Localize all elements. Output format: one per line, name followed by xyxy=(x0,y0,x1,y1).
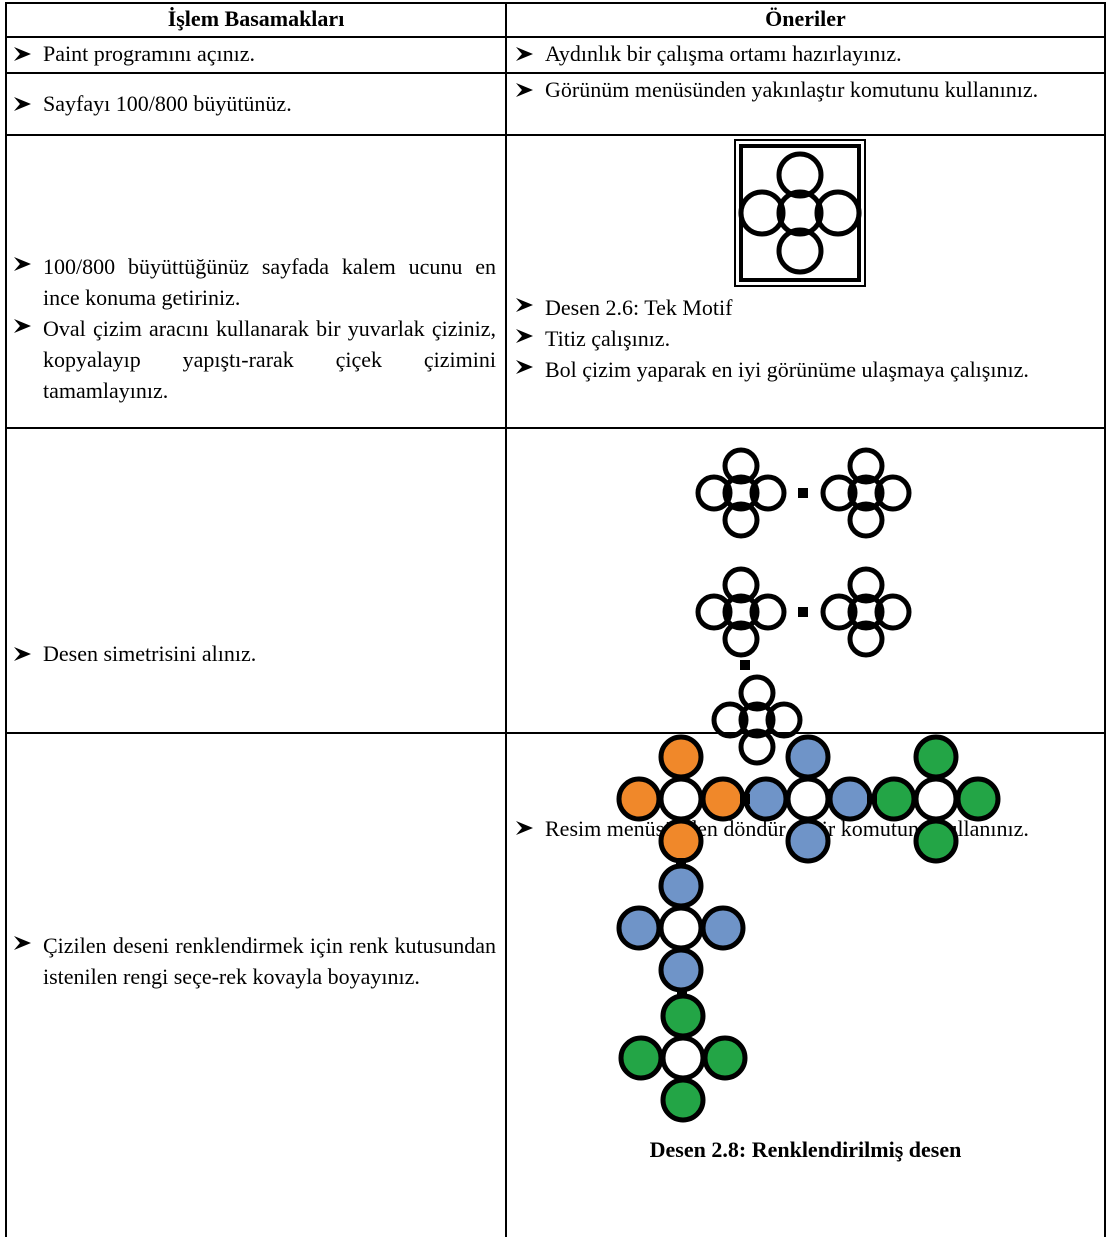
suggestion: Desen 2.6: Tek Motif xyxy=(514,292,1094,323)
petal xyxy=(702,1035,748,1081)
petal xyxy=(765,701,803,739)
petal xyxy=(913,818,959,864)
petal xyxy=(658,734,704,780)
petal xyxy=(722,501,760,539)
petal xyxy=(618,1035,664,1081)
petal xyxy=(913,776,959,822)
cell: Desen simetrisini alınız. xyxy=(12,641,492,667)
petal xyxy=(658,818,704,864)
petal xyxy=(616,905,662,951)
cell: Sayfayı 100/800 büyütünüz. xyxy=(12,91,492,117)
petal xyxy=(776,227,824,275)
border xyxy=(5,2,1106,4)
petal xyxy=(616,776,662,822)
petal xyxy=(827,776,873,822)
petal xyxy=(695,593,733,631)
petal xyxy=(658,863,704,909)
step: Desen simetrisini alınız. xyxy=(12,641,492,667)
step: Oval çizim aracını kullanarak bir yuvarl… xyxy=(12,313,496,406)
figure-frame xyxy=(739,144,861,282)
border xyxy=(5,134,1106,136)
petal xyxy=(820,593,858,631)
suggestion: Titiz çalışınız. xyxy=(514,323,1094,354)
cell: Çizilen deseni renklendirmek için renk k… xyxy=(12,930,496,992)
petal xyxy=(658,947,704,993)
joint xyxy=(740,794,750,804)
cell: Desen 2.6: Tek Motif Titiz çalışınız. Bo… xyxy=(514,292,1094,385)
figure-frame xyxy=(734,139,866,287)
joint xyxy=(798,488,808,498)
figure-caption: Desen 2.8: Renklendirilmiş desen xyxy=(649,1137,962,1162)
petal xyxy=(847,501,885,539)
petal xyxy=(695,474,733,512)
petal xyxy=(847,474,885,512)
border xyxy=(5,427,1106,429)
petal xyxy=(738,674,776,712)
petal xyxy=(776,189,824,237)
petal xyxy=(749,474,787,512)
petal xyxy=(785,818,831,864)
petal xyxy=(711,701,749,739)
petal xyxy=(722,593,760,631)
border xyxy=(5,732,1106,734)
petal xyxy=(660,1077,706,1123)
joint xyxy=(867,794,877,804)
petal xyxy=(785,776,831,822)
petal xyxy=(700,776,746,822)
petal xyxy=(743,776,789,822)
cell: Görünüm menüsünden yakınlaştır komutunu … xyxy=(514,77,1094,103)
border xyxy=(5,72,1106,74)
petal xyxy=(820,474,858,512)
header: Öneriler xyxy=(765,6,846,31)
petal xyxy=(722,566,760,604)
petal xyxy=(660,1035,706,1081)
petal xyxy=(660,993,706,1039)
step: Paint programını açınız. xyxy=(12,41,492,67)
petal xyxy=(874,593,912,631)
petal xyxy=(847,566,885,604)
petal xyxy=(955,776,1001,822)
cell: Paint programını açınız. xyxy=(12,41,492,67)
border xyxy=(5,2,7,1237)
border xyxy=(5,36,1106,38)
joint xyxy=(798,607,808,617)
step: 100/800 büyüttüğünüz sayfada kalem ucunu… xyxy=(12,251,496,313)
petal xyxy=(847,593,885,631)
joint xyxy=(740,660,750,670)
petal xyxy=(847,620,885,658)
suggestion: Görünüm menüsünden yakınlaştır komutunu … xyxy=(514,77,1094,103)
step: Çizilen deseni renklendirmek için renk k… xyxy=(12,930,496,992)
petal xyxy=(722,620,760,658)
petal xyxy=(738,728,776,766)
step: Sayfayı 100/800 büyütünüz. xyxy=(12,91,492,117)
suggestion: Bol çizim yaparak en iyi görünüme ulaşma… xyxy=(514,354,1094,385)
petal xyxy=(871,776,917,822)
joint xyxy=(676,858,686,868)
petal xyxy=(785,734,831,780)
petal xyxy=(847,447,885,485)
suggestion: Aydınlık bir çalışma ortamı hazırlayınız… xyxy=(514,41,1094,67)
petal xyxy=(874,474,912,512)
petal xyxy=(749,593,787,631)
joint xyxy=(677,988,687,998)
petal xyxy=(913,734,959,780)
petal xyxy=(814,189,862,237)
border xyxy=(505,2,507,1237)
petal xyxy=(722,447,760,485)
petal xyxy=(738,189,786,237)
petal xyxy=(658,776,704,822)
petal xyxy=(700,905,746,951)
border xyxy=(1104,2,1106,1237)
petal xyxy=(776,151,824,199)
cell: Aydınlık bir çalışma ortamı hazırlayınız… xyxy=(514,41,1094,67)
header: İşlem Basamakları xyxy=(167,6,345,31)
petal xyxy=(722,474,760,512)
petal xyxy=(658,905,704,951)
petal xyxy=(738,701,776,739)
cell: 100/800 büyüttüğünüz sayfada kalem ucunu… xyxy=(12,251,496,406)
